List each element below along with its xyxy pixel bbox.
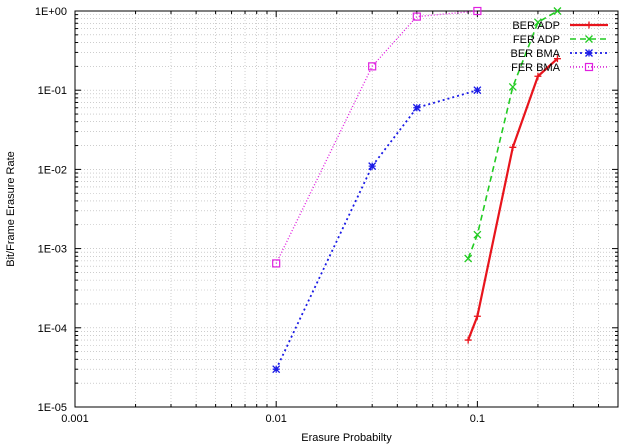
x-tick-label: 0.001 — [61, 413, 89, 425]
plot-frame — [74, 10, 619, 408]
data-point — [473, 6, 482, 16]
series-line — [467, 10, 558, 259]
y-tick-label: 1E-01 — [38, 85, 67, 97]
data-point — [533, 18, 542, 27]
series-line — [467, 57, 559, 341]
data-point — [473, 312, 481, 320]
data-point — [473, 86, 482, 95]
series-0 — [464, 55, 561, 344]
series-line — [275, 10, 478, 264]
series — [272, 6, 562, 374]
data-point — [509, 143, 517, 151]
data-point — [272, 365, 281, 374]
data-point — [368, 62, 377, 71]
y-tick-label: 1E-05 — [38, 402, 67, 414]
y-tick-label: 1E-04 — [38, 323, 67, 335]
data-point — [368, 162, 377, 171]
series-line — [275, 89, 478, 370]
x-tick-label: 0.01 — [265, 413, 286, 425]
data-point — [464, 336, 472, 344]
series-2 — [272, 86, 482, 374]
legend-label: FER BMA — [511, 62, 561, 74]
ticks: 0.001 0.01 0.1 1E-05 1E-04 1E-03 1E-02 1E-01 1E+… — [35, 6, 619, 425]
x-tick-label: 0.1 — [470, 413, 485, 425]
x-axis-title: Erasure Probabilty — [301, 432, 392, 444]
legend-label: BER BMA — [510, 48, 560, 60]
legend-marker — [585, 35, 593, 43]
y-tick-label: 1E+00 — [35, 6, 67, 18]
series-3 — [272, 6, 482, 268]
y-tick-label: 1E-03 — [38, 244, 67, 256]
data-point — [272, 259, 281, 268]
legend-label: FER ADP — [513, 34, 560, 46]
legend: BER ADP FER ADP BER BMA FER BMA — [510, 20, 608, 74]
grid — [75, 11, 618, 407]
series-1 — [464, 7, 562, 263]
legend-marker — [584, 62, 594, 72]
legend-label: BER ADP — [512, 20, 560, 32]
legend-marker — [585, 49, 593, 57]
data-point — [508, 82, 517, 91]
data-point — [412, 12, 421, 21]
data-point — [464, 254, 473, 263]
data-point — [412, 103, 421, 112]
y-axis-title: Bit/Frame Erasure Rate — [5, 151, 17, 267]
data-point — [473, 230, 482, 239]
y-tick-label: 1E-02 — [38, 164, 67, 176]
data-point — [534, 72, 542, 80]
legend-marker — [585, 21, 593, 29]
data-point — [553, 7, 562, 15]
data-point — [553, 55, 561, 63]
